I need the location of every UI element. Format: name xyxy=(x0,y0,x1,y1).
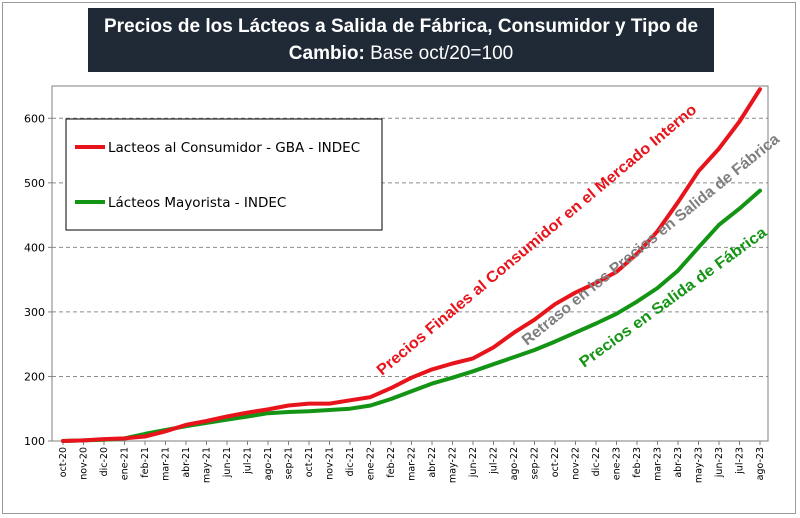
x-tick-label: mar-21 xyxy=(161,447,172,481)
x-tick-label: nov-22 xyxy=(571,447,582,480)
x-tick-label: ene-21 xyxy=(120,447,131,480)
y-tick-label: 200 xyxy=(24,370,45,383)
x-tick-label: sep-22 xyxy=(530,447,541,479)
title-bold-part: Precios de los Lácteos a Salida de Fábri… xyxy=(103,16,699,37)
y-tick-labels: 100 200 300 400 500 600 xyxy=(24,112,45,448)
x-tick-label: abr-21 xyxy=(181,447,192,478)
x-tick-label: dic-22 xyxy=(591,447,602,476)
x-tick-label: feb-22 xyxy=(386,447,397,478)
x-tick-label: oct-21 xyxy=(304,447,315,477)
annotation-3: Precios en Salida de Fábrica xyxy=(576,224,770,371)
x-tick-label: feb-21 xyxy=(140,447,151,478)
legend-entry: Lácteos Mayorista - INDEC xyxy=(108,195,286,211)
x-tick-label: jun-23 xyxy=(714,447,725,478)
x-tick-label: jul-22 xyxy=(489,447,500,475)
x-tick-label: may-23 xyxy=(694,447,705,483)
series-lines xyxy=(61,87,762,443)
plot-area xyxy=(51,85,769,442)
x-tick-label: ago-23 xyxy=(755,447,766,480)
x-tick-label: nov-21 xyxy=(325,447,336,480)
y-tick-label: 400 xyxy=(24,241,45,254)
x-tick-label: sep-21 xyxy=(284,447,295,479)
y-tick-label: 100 xyxy=(24,435,45,448)
chart-title: Precios de los Lácteos a Salida de Fábri… xyxy=(88,8,714,72)
title-bold-cont: Cambio: xyxy=(288,43,365,64)
x-tick-label: dic-20 xyxy=(99,447,110,476)
x-tick-labels: oct-20 nov-20 dic-20 ene-21 feb-21 mar-21 abr-… xyxy=(58,447,766,483)
x-tick-label: abr-22 xyxy=(427,447,438,478)
x-tick-label: jun-21 xyxy=(222,447,233,478)
title-base-part: Base oct/20=100 xyxy=(370,43,514,64)
series-line-1 xyxy=(61,87,762,443)
x-tick-label: mar-22 xyxy=(407,447,418,481)
x-tick-label: feb-23 xyxy=(632,447,643,478)
axes xyxy=(48,85,769,445)
x-tick-label: ago-22 xyxy=(509,447,520,480)
x-tick-label: dic-21 xyxy=(345,447,356,476)
x-tick-label: oct-20 xyxy=(58,447,69,477)
x-tick-label: mar-23 xyxy=(653,447,664,481)
legend-box xyxy=(65,118,383,231)
x-tick-label: ene-22 xyxy=(366,447,377,480)
legend: Lacteos al Consumidor - GBA - INDEC Lácte… xyxy=(65,118,383,231)
x-tick-label: jun-22 xyxy=(468,447,479,478)
x-tick-label: oct-22 xyxy=(550,447,561,477)
x-tick-label: may-21 xyxy=(202,447,213,483)
y-tick-label: 600 xyxy=(24,112,45,125)
x-tick-label: jul-21 xyxy=(243,447,254,475)
y-tick-label: 500 xyxy=(24,177,45,190)
x-tick-label: may-22 xyxy=(448,447,459,483)
legend-entry: Lacteos al Consumidor - GBA - INDEC xyxy=(108,140,360,156)
x-tick-label: abr-23 xyxy=(673,447,684,478)
y-tick-label: 300 xyxy=(24,306,45,319)
x-tick-label: nov-20 xyxy=(79,447,90,480)
x-tick-label: jul-23 xyxy=(735,447,746,475)
x-tick-label: ene-23 xyxy=(612,447,623,480)
x-tick-label: ago-21 xyxy=(263,447,274,480)
